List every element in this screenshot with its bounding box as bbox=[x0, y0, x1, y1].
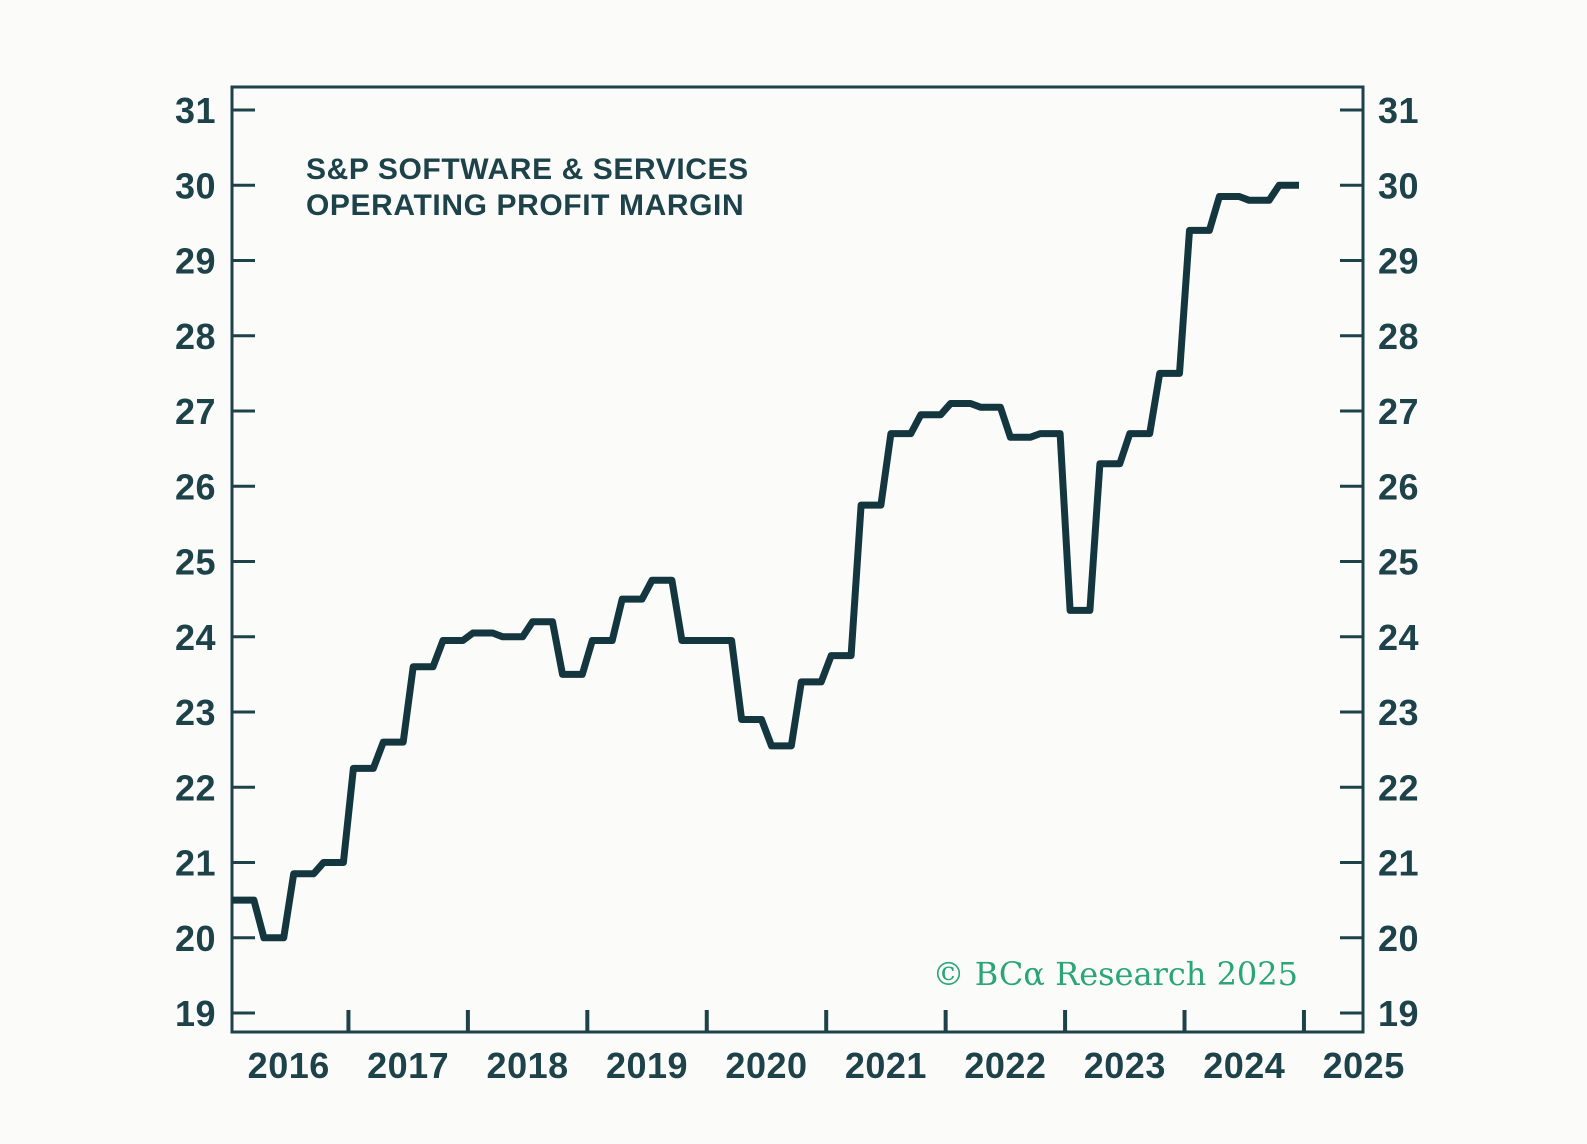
y-tick-label-left: 24 bbox=[175, 617, 216, 658]
x-year-label: 2021 bbox=[845, 1045, 927, 1086]
y-tick-label-left: 19 bbox=[175, 993, 216, 1034]
x-year-label: 2016 bbox=[248, 1045, 330, 1086]
y-tick-label-left: 28 bbox=[175, 316, 216, 357]
y-tick-label-left: 23 bbox=[175, 692, 216, 733]
x-year-label: 2025 bbox=[1323, 1045, 1405, 1086]
chart-title-line1: S&P SOFTWARE & SERVICES bbox=[306, 153, 749, 186]
y-tick-label-right: 22 bbox=[1378, 767, 1419, 808]
x-year-label: 2018 bbox=[487, 1045, 569, 1086]
profit-margin-line bbox=[232, 181, 1299, 942]
y-axis-right-ticks bbox=[1340, 108, 1363, 1015]
y-tick-label-right: 20 bbox=[1378, 918, 1419, 959]
x-year-label: 2020 bbox=[725, 1045, 807, 1086]
y-tick-label-left: 29 bbox=[175, 241, 216, 282]
x-year-label: 2023 bbox=[1084, 1045, 1166, 1086]
y-axis-right-labels: 19 20 21 22 23 24 25 26 27 28 29 30 31 bbox=[1378, 90, 1419, 1034]
y-axis-left-ticks bbox=[232, 108, 255, 1015]
y-tick-label-left: 21 bbox=[175, 843, 216, 884]
x-year-label: 2022 bbox=[964, 1045, 1046, 1086]
x-axis-year-labels: 2016 2017 2018 2019 2020 2021 2022 2023 2024 2025 bbox=[248, 1045, 1405, 1086]
y-tick-label-right: 26 bbox=[1378, 466, 1419, 507]
y-tick-label-left: 30 bbox=[175, 165, 216, 206]
y-tick-label-right: 23 bbox=[1378, 692, 1419, 733]
x-year-label: 2024 bbox=[1203, 1045, 1285, 1086]
y-tick-label-right: 21 bbox=[1378, 843, 1419, 884]
y-tick-label-right: 29 bbox=[1378, 241, 1419, 282]
x-year-label: 2017 bbox=[367, 1045, 449, 1086]
chart-title-line2: OPERATING PROFIT MARGIN bbox=[306, 189, 744, 222]
y-tick-label-right: 19 bbox=[1378, 993, 1419, 1034]
x-year-label: 2019 bbox=[606, 1045, 688, 1086]
y-tick-label-right: 30 bbox=[1378, 165, 1419, 206]
watermark: © BCα Research 2025 bbox=[933, 955, 1298, 993]
y-tick-label-right: 31 bbox=[1378, 90, 1419, 131]
y-axis-left-labels: 19 20 21 22 23 24 25 26 27 28 29 30 31 bbox=[175, 90, 216, 1034]
y-tick-label-right: 28 bbox=[1378, 316, 1419, 357]
y-tick-label-right: 27 bbox=[1378, 391, 1419, 432]
y-tick-label-right: 25 bbox=[1378, 542, 1419, 583]
x-axis-ticks bbox=[346, 1010, 1306, 1032]
plot-border bbox=[230, 85, 1365, 1034]
y-tick-label-left: 31 bbox=[175, 90, 216, 131]
y-tick-label-left: 26 bbox=[175, 466, 216, 507]
y-tick-label-left: 20 bbox=[175, 918, 216, 959]
y-tick-label-right: 24 bbox=[1378, 617, 1419, 658]
y-tick-label-left: 25 bbox=[175, 542, 216, 583]
y-tick-label-left: 27 bbox=[175, 391, 216, 432]
y-tick-label-left: 22 bbox=[175, 767, 216, 808]
